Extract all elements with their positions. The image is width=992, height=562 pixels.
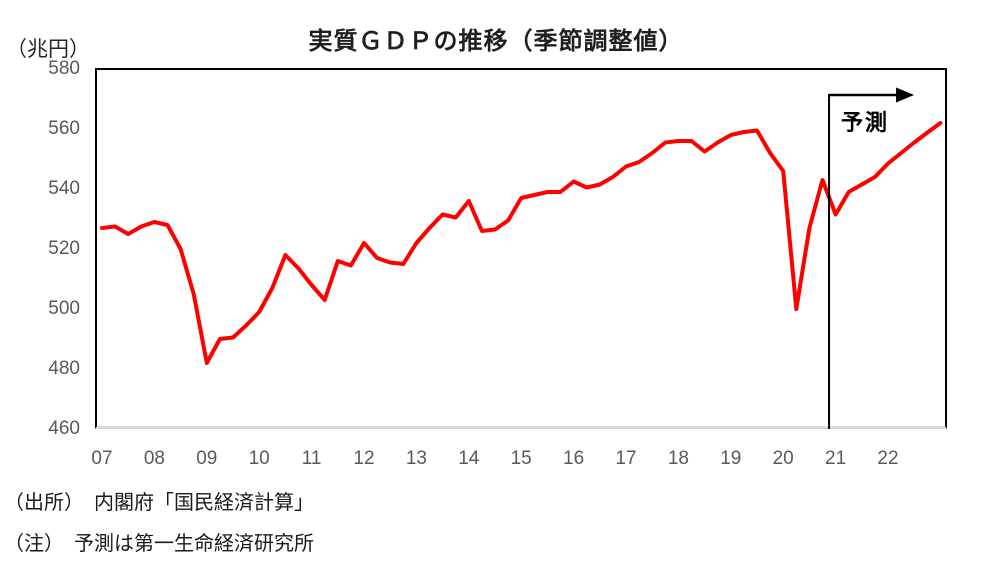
x-tick-label: 14 [458, 448, 480, 469]
forecast-label: 予測 [841, 110, 890, 135]
x-tick-label: 21 [825, 448, 847, 469]
y-tick-label: 580 [48, 58, 80, 79]
x-tick-label: 11 [301, 448, 322, 469]
x-tick-label: 22 [877, 448, 899, 469]
x-tick-label: 10 [248, 448, 270, 469]
gdp-line-series [100, 121, 943, 365]
forecast-arrow-head-icon [896, 87, 915, 103]
x-tick-label: 12 [353, 448, 375, 469]
x-tick-label: 07 [91, 448, 113, 469]
x-tick-label: 20 [772, 448, 794, 469]
y-tick-label: 520 [48, 238, 80, 259]
x-tick-label: 18 [667, 448, 689, 469]
x-tick-label: 09 [196, 448, 218, 469]
chart-title: 実質ＧＤＰの推移（季節調整値） [308, 28, 684, 55]
x-tick-label: 19 [720, 448, 742, 469]
y-axis-unit-label: （兆円） [6, 38, 90, 61]
y-tick-label: 480 [48, 358, 80, 379]
x-tick-label: 15 [510, 448, 532, 469]
y-tick-label: 460 [48, 418, 80, 439]
source-note: （出所） 内閣府「国民経済計算」 [4, 492, 314, 514]
y-tick-label: 540 [48, 178, 80, 199]
forecast-note: （注） 予測は第一生命経済研究所 [4, 533, 314, 555]
y-tick-label: 560 [48, 118, 80, 139]
x-tick-label: 17 [615, 448, 637, 469]
x-tick-label: 08 [143, 448, 165, 469]
x-tick-label: 16 [563, 448, 585, 469]
y-tick-label: 500 [48, 298, 80, 319]
x-tick-label: 13 [405, 448, 427, 469]
